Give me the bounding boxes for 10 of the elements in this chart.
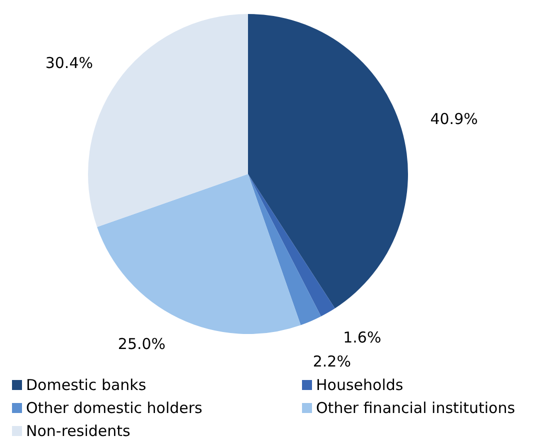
legend-label: Other domestic holders (26, 399, 202, 417)
data-label: 30.4% (45, 54, 93, 72)
legend-label: Other financial institutions (316, 399, 516, 417)
data-label: 2.2% (312, 352, 351, 371)
legend-label: Domestic banks (26, 376, 146, 394)
legend-label: Households (316, 376, 404, 394)
legend-label: Non-residents (26, 422, 130, 439)
data-label: 1.6% (343, 328, 382, 346)
data-label: 40.9% (430, 110, 478, 128)
data-label: 25.0% (118, 335, 166, 354)
